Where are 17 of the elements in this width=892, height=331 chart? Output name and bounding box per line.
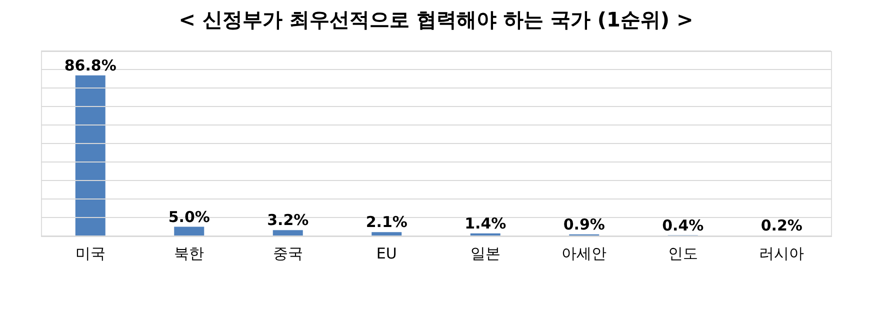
data-label: 86.8%: [64, 56, 116, 74]
x-tick-label: 중국: [272, 244, 303, 262]
x-tick-label: 러시아: [759, 244, 804, 262]
data-label: 1.4%: [464, 214, 506, 232]
data-label: 0.2%: [760, 216, 802, 235]
x-tick-label: 미국: [75, 244, 106, 262]
data-label: 2.1%: [366, 213, 408, 232]
x-tick-label: 일본: [470, 244, 500, 262]
data-label: 5.0%: [168, 208, 210, 226]
chart-title: < 신정부가 최우선적으로 협력해야 하는 국가 (1순위) >: [178, 8, 694, 32]
x-tick-label: EU: [376, 244, 397, 262]
x-tick-label: 북한: [174, 244, 204, 262]
data-label: 0.4%: [662, 216, 704, 234]
x-tick-label: 인도: [668, 244, 698, 262]
x-tick-label: 아세안: [562, 244, 607, 262]
data-label: 3.2%: [267, 211, 309, 230]
data-label: 0.9%: [563, 215, 605, 234]
